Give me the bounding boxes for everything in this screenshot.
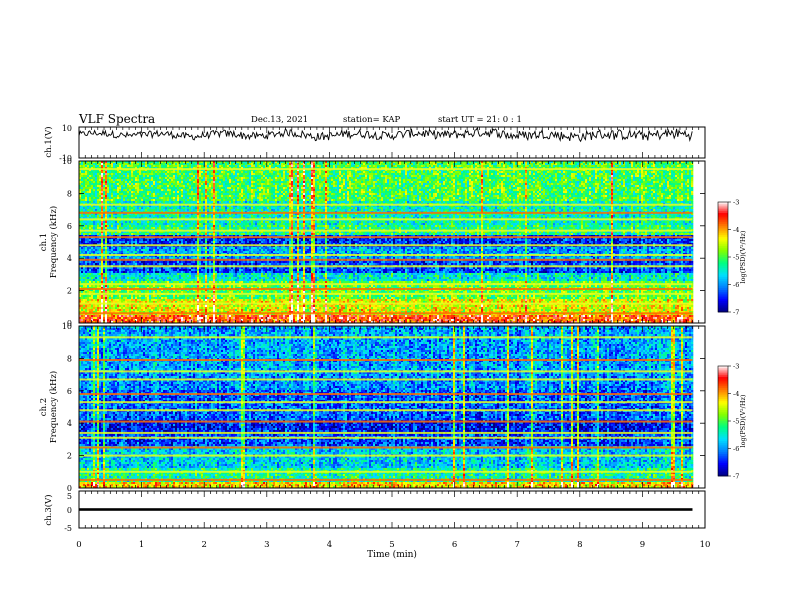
signal-line [79, 283, 692, 285]
frequency-tick-label: 8 [67, 354, 72, 363]
signal-line [79, 370, 692, 372]
signal-line [79, 409, 692, 411]
signal-line [79, 421, 692, 423]
time-tick-label: 10 [700, 540, 711, 550]
colorbar-tick-label: -3 [733, 199, 739, 207]
ch3-ytick-bottom: -5 [64, 524, 72, 533]
time-tick-label: 1 [139, 540, 144, 550]
frequency-tick-label: 4 [67, 419, 72, 428]
frequency-tick-label: 8 [67, 189, 72, 198]
figure-title: VLF Spectra [78, 112, 155, 126]
ch3-ytick-mid: 0 [67, 506, 72, 515]
signal-line [79, 479, 692, 481]
colorbar-label: log(PSD)(V²/Hz) [739, 230, 747, 283]
ch2-spectrogram-image [79, 326, 693, 488]
signal-line [79, 230, 692, 232]
ch1-spectrogram-image [79, 161, 693, 323]
signal-line [79, 254, 692, 256]
ch1-spectrogram-ylabel-channel: ch.1 [39, 233, 49, 251]
signal-line [79, 359, 692, 361]
time-tick-label: 6 [452, 540, 457, 550]
frequency-tick-label: 4 [67, 254, 72, 263]
signal-line [79, 455, 692, 457]
signal-line [79, 204, 692, 206]
time-tick-label: 9 [640, 540, 645, 550]
signal-line [79, 236, 692, 238]
ch1-spectrogram-ylabel-freq: Frequency (kHz) [48, 206, 59, 278]
time-tick-label: 2 [201, 540, 206, 550]
ch3-waveform-line [79, 508, 692, 511]
frequency-tick-label: 10 [62, 157, 72, 166]
signal-line [79, 293, 692, 295]
frequency-tick-label: 6 [67, 387, 72, 396]
time-tick-label: 5 [389, 540, 394, 550]
frequency-tick-label: 2 [67, 452, 72, 461]
signal-line [79, 312, 692, 314]
date-label: Dec.13, 2021 [251, 115, 308, 125]
frequency-tick-label: 2 [67, 287, 72, 296]
colorbar-label: log(PSD)(V²/Hz) [739, 394, 747, 447]
colorbar-tick-label: -7 [733, 473, 739, 481]
signal-line [79, 218, 692, 220]
colorbar-tick-label: -7 [733, 309, 739, 317]
ch3-ylabel: ch.3(V) [43, 494, 54, 525]
signal-line [79, 168, 692, 170]
time-axis-label: Time (min) [367, 549, 417, 560]
signal-line [79, 259, 692, 261]
signal-line [79, 471, 692, 473]
signal-line [79, 265, 692, 267]
time-tick-label: 0 [76, 540, 81, 550]
station-label: station= KAP [343, 115, 401, 125]
signal-line [79, 212, 692, 214]
time-tick-label: 8 [577, 540, 582, 550]
ch1-ylabel: ch.1(V) [43, 126, 54, 157]
start-time-label: start UT = 21: 0 : 1 [438, 115, 522, 125]
ch2-spectrogram-ylabel-freq: Frequency (kHz) [48, 371, 59, 443]
signal-line [79, 336, 692, 338]
signal-line [79, 378, 692, 380]
time-tick-label: 4 [327, 540, 332, 550]
signal-line [79, 393, 692, 395]
ch2-spectrogram-ylabel-channel: ch.2 [39, 398, 49, 416]
time-tick-label: 7 [514, 540, 519, 550]
signal-line [79, 447, 692, 449]
time-axis-ticklabels: 0 1 2 3 4 5 6 7 8 9 10 [76, 540, 710, 550]
signal-line [79, 401, 692, 403]
time-tick-label: 3 [264, 540, 269, 550]
ch3-ytick-top: 5 [67, 492, 72, 501]
signal-line [79, 432, 692, 434]
frequency-tick-label: 10 [62, 322, 72, 331]
colorbar-tick-label: -3 [733, 363, 739, 371]
signal-line [79, 244, 692, 246]
signal-line [79, 288, 692, 290]
ch1-ytick-top: 10 [62, 124, 72, 133]
frequency-tick-label: 6 [67, 222, 72, 231]
signal-line [79, 303, 692, 305]
ch3-waveform-panel: 5 0 -5 ch.3(V) [43, 491, 705, 533]
ch1-waveform-panel: 10 -10 ch.1(V) [43, 124, 705, 163]
signal-line [79, 437, 692, 439]
